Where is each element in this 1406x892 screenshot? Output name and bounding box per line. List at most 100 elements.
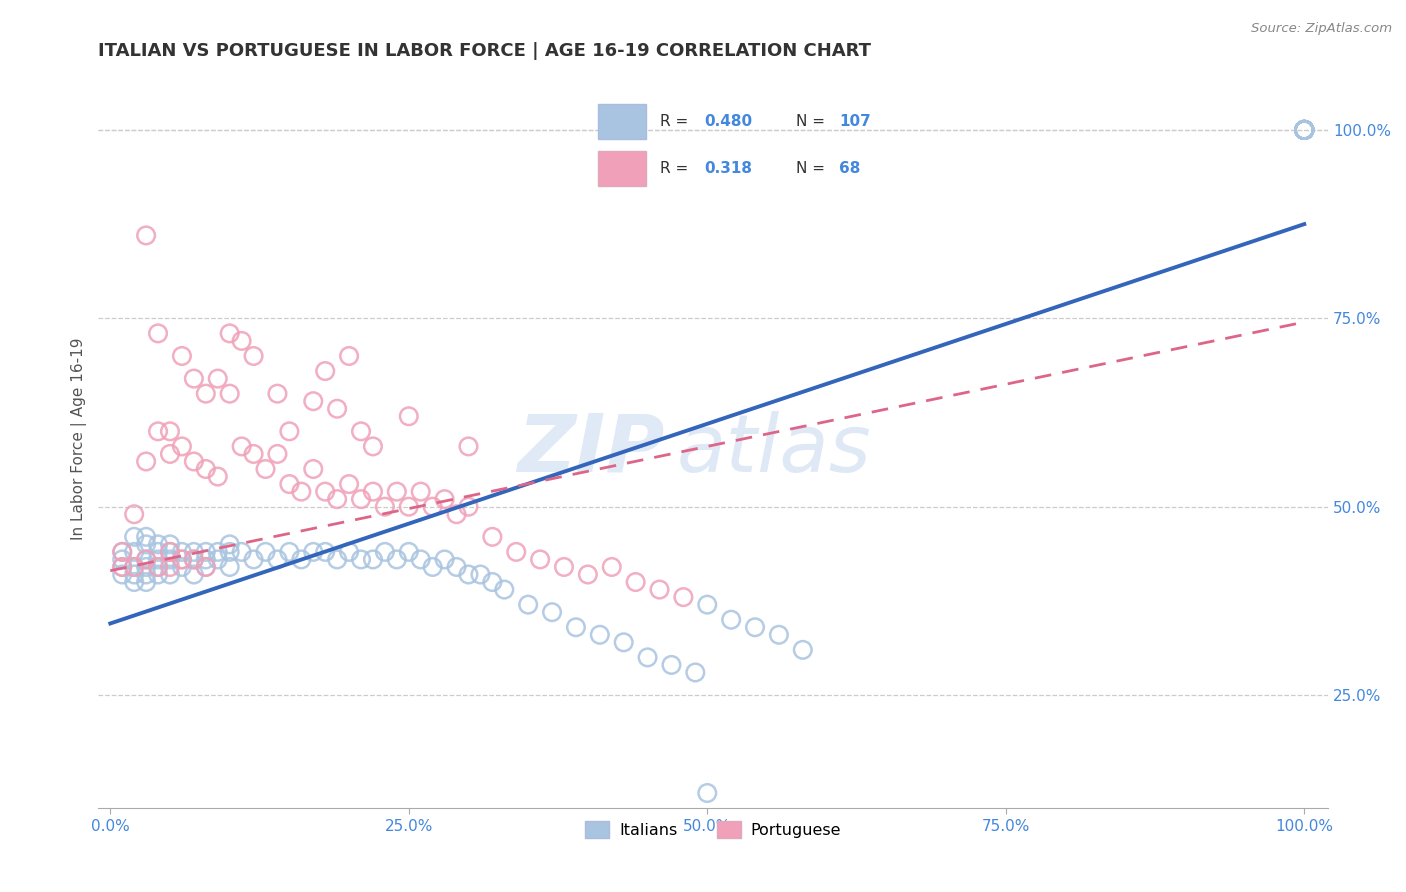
Point <box>218 537 240 551</box>
Point <box>266 386 288 401</box>
Point <box>1294 123 1316 137</box>
Point <box>446 507 468 521</box>
Point <box>337 545 360 559</box>
Point <box>624 575 647 590</box>
Point <box>146 552 169 566</box>
Text: 68: 68 <box>839 161 860 176</box>
Point <box>326 552 349 566</box>
Point <box>398 545 420 559</box>
Point <box>326 401 349 416</box>
Point <box>385 484 408 499</box>
Point <box>314 364 336 378</box>
Point <box>111 545 134 559</box>
Point <box>159 560 181 574</box>
Point <box>1294 123 1316 137</box>
Point <box>135 560 157 574</box>
Point <box>159 545 181 559</box>
Point <box>481 575 503 590</box>
Point <box>481 530 503 544</box>
Point <box>135 530 157 544</box>
Point <box>135 228 157 243</box>
Point <box>1294 123 1316 137</box>
Point <box>111 552 134 566</box>
Point <box>361 439 384 453</box>
Y-axis label: In Labor Force | Age 16-19: In Labor Force | Age 16-19 <box>72 338 87 541</box>
Point <box>146 425 169 439</box>
Point <box>111 567 134 582</box>
Point <box>361 484 384 499</box>
Point <box>170 552 193 566</box>
Point <box>1294 123 1316 137</box>
Bar <box>598 104 645 139</box>
Point <box>589 628 612 642</box>
Point <box>183 552 205 566</box>
Point <box>685 665 707 680</box>
Point <box>1294 123 1316 137</box>
Point <box>194 386 217 401</box>
Point <box>278 425 301 439</box>
Point <box>457 439 479 453</box>
Point <box>111 560 134 574</box>
Point <box>170 545 193 559</box>
Point <box>1294 123 1316 137</box>
Point <box>266 447 288 461</box>
Point <box>159 545 181 559</box>
Point <box>314 484 336 499</box>
Point <box>1294 123 1316 137</box>
Point <box>302 462 325 476</box>
Point <box>1294 123 1316 137</box>
Point <box>194 552 217 566</box>
Point <box>278 477 301 491</box>
Point <box>541 605 564 619</box>
Point <box>135 567 157 582</box>
Point <box>242 552 264 566</box>
Point <box>183 545 205 559</box>
Text: 0.480: 0.480 <box>704 114 752 128</box>
Point <box>146 545 169 559</box>
Bar <box>598 151 645 186</box>
Point <box>433 552 456 566</box>
Point <box>337 349 360 363</box>
Point <box>194 560 217 574</box>
Point <box>1294 123 1316 137</box>
Point <box>1294 123 1316 137</box>
Point <box>135 454 157 468</box>
Point <box>159 447 181 461</box>
Point <box>1294 123 1316 137</box>
Point <box>231 545 253 559</box>
Point <box>1294 123 1316 137</box>
Point <box>1294 123 1316 137</box>
Point <box>792 643 814 657</box>
Point <box>696 598 718 612</box>
Point <box>170 552 193 566</box>
Point <box>231 439 253 453</box>
Point <box>361 552 384 566</box>
Point <box>398 409 420 424</box>
Point <box>374 545 396 559</box>
Point <box>1294 123 1316 137</box>
Point <box>218 386 240 401</box>
Point <box>1294 123 1316 137</box>
Point <box>111 545 134 559</box>
Point <box>159 552 181 566</box>
Point <box>207 545 229 559</box>
Point <box>1294 123 1316 137</box>
Point <box>302 394 325 409</box>
Point <box>314 545 336 559</box>
Text: ZIP: ZIP <box>516 411 664 489</box>
Point <box>122 530 145 544</box>
Point <box>446 560 468 574</box>
Point <box>422 560 444 574</box>
Point <box>159 567 181 582</box>
Point <box>661 657 683 672</box>
Point <box>1294 123 1316 137</box>
Text: 0.318: 0.318 <box>704 161 752 176</box>
Point <box>218 545 240 559</box>
Point <box>254 545 277 559</box>
Point <box>146 537 169 551</box>
Point <box>290 552 312 566</box>
Point <box>374 500 396 514</box>
Point <box>337 477 360 491</box>
Point <box>1294 123 1316 137</box>
Point <box>122 507 145 521</box>
